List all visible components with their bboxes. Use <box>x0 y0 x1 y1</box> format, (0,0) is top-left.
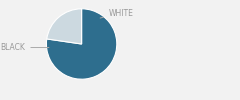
Text: BLACK: BLACK <box>0 43 49 52</box>
Wedge shape <box>46 9 117 79</box>
Text: WHITE: WHITE <box>100 8 134 18</box>
Wedge shape <box>47 9 82 44</box>
